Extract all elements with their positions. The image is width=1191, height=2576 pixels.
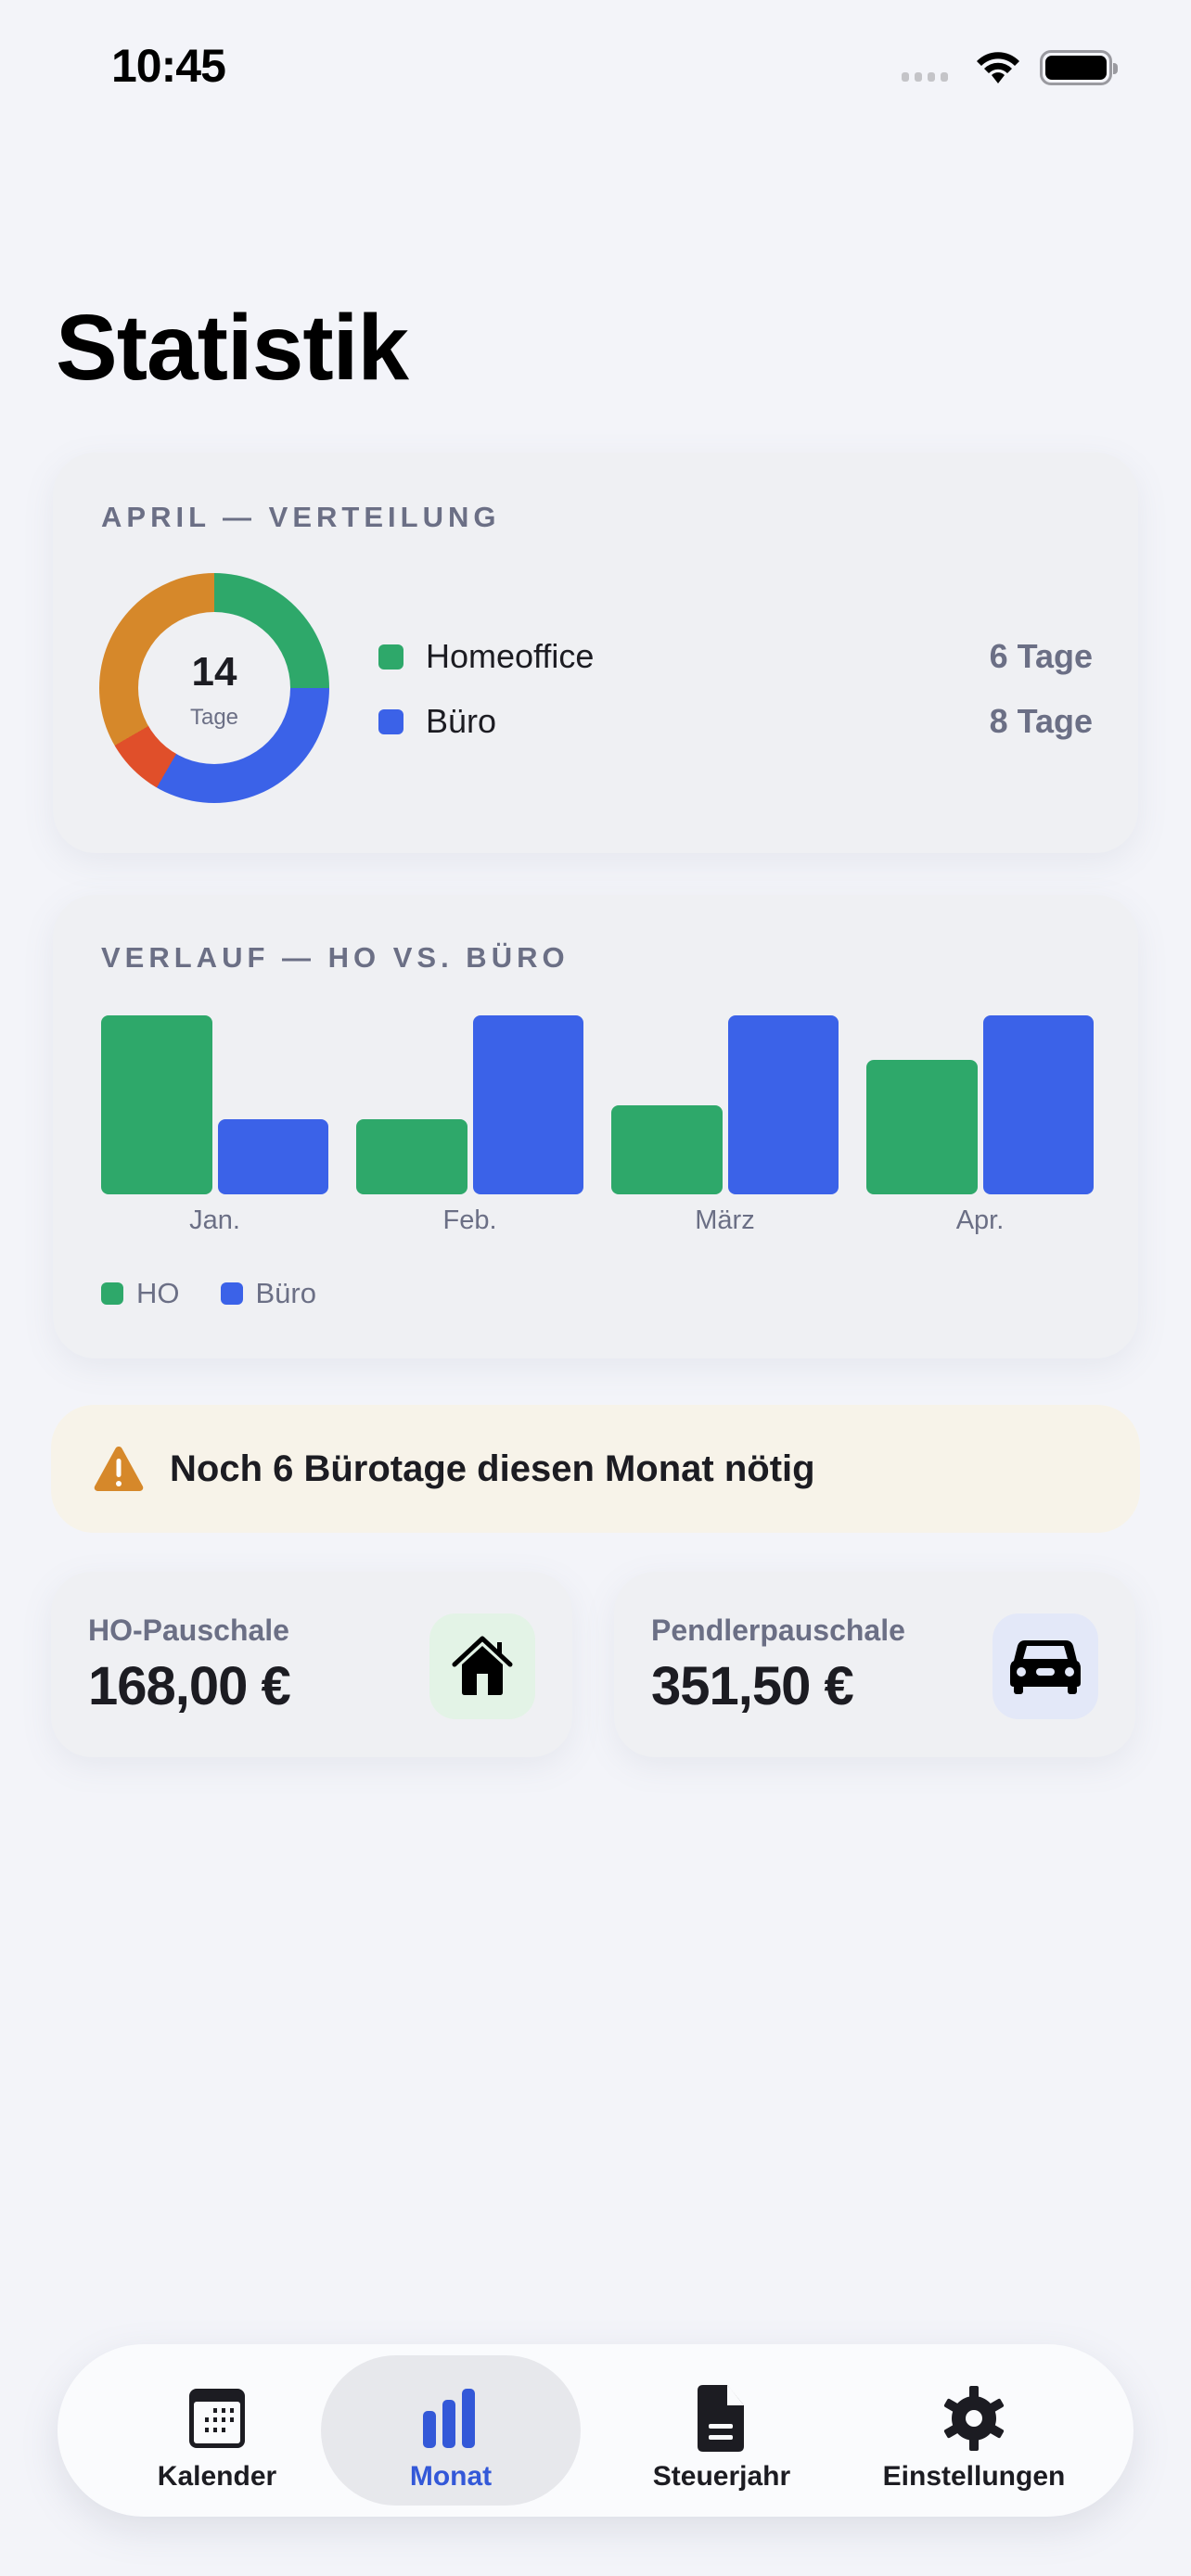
car-icon <box>1010 1640 1081 1694</box>
tab-monat[interactable]: Monat <box>321 2355 581 2506</box>
document-icon <box>698 2385 744 2452</box>
legend-label-buero: Büro <box>255 1277 316 1309</box>
bar-buero <box>472 1015 583 1194</box>
history-card: VERLAUF — HO VS. BÜRO Jan. Feb. März Apr. H… <box>53 895 1138 1358</box>
donut-total: 14 <box>191 649 237 695</box>
status-bar: 10:45 <box>0 0 1191 139</box>
bar-chart-x-labels: Jan. Feb. März Apr. <box>101 1205 1094 1236</box>
legend-swatch-buero <box>220 1282 243 1305</box>
wifi-icon <box>977 52 1019 83</box>
tab-bar: Kalender Monat Steuerjahr <box>58 2344 1133 2517</box>
tab-label: Monat <box>409 2461 493 2492</box>
legend-swatch-ho <box>101 1282 123 1305</box>
cellular-signal-icon <box>902 72 948 82</box>
stat-label: HO-Pauschale <box>88 1613 289 1647</box>
stat-icon-box <box>429 1613 535 1719</box>
warning-text: Noch 6 Bürotage diesen Monat nötig <box>170 1447 815 1489</box>
legend-label-ho: HO <box>136 1277 180 1309</box>
legend-row-homeoffice: Homeoffice 6 Tage <box>378 633 1093 680</box>
status-time: 10:45 <box>111 40 226 92</box>
legend-label: Homeoffice <box>426 637 595 675</box>
warning-banner: Noch 6 Bürotage diesen Monat nötig <box>51 1405 1140 1533</box>
stat-card-ho-pauschale: HO-Pauschale 168,00 € <box>51 1572 572 1757</box>
bar-buero <box>217 1118 328 1194</box>
legend-label: Büro <box>426 702 497 740</box>
stat-value: 168,00 € <box>88 1656 291 1716</box>
bar-chart <box>101 1015 1094 1194</box>
calendar-icon <box>189 2389 245 2448</box>
x-axis-label: Jan. <box>189 1205 240 1235</box>
distribution-card: APRIL — VERTEILUNG 14 Tage Homeoffice 6 … <box>53 453 1138 853</box>
legend-value: 8 Tage <box>989 702 1093 740</box>
stat-value: 351,50 € <box>651 1656 854 1716</box>
legend-swatch-homeoffice <box>378 644 403 670</box>
tab-einstellungen[interactable]: Einstellungen <box>844 2355 1104 2506</box>
bar-buero <box>727 1015 839 1194</box>
stat-card-pendlerpauschale: Pendlerpauschale 351,50 € <box>614 1572 1135 1757</box>
tab-label: Steuerjahr <box>652 2461 791 2492</box>
distribution-title: APRIL — VERTEILUNG <box>101 501 501 533</box>
legend-swatch-buero <box>378 708 403 734</box>
stat-icon-box <box>992 1613 1098 1719</box>
house-icon <box>452 1636 513 1695</box>
bar-chart-legend: HO Büro <box>101 1277 344 1310</box>
tab-steuerjahr[interactable]: Steuerjahr <box>592 2355 852 2506</box>
donut-unit: Tage <box>189 705 239 730</box>
bar-chart-icon <box>423 2389 475 2448</box>
x-axis-label: März <box>695 1205 755 1235</box>
bar-group <box>866 1015 1094 1194</box>
gear-icon <box>943 2386 1005 2451</box>
bar-buero <box>982 1015 1094 1194</box>
tab-label: Einstellungen <box>882 2461 1066 2492</box>
bar-group <box>101 1015 328 1194</box>
warning-icon <box>94 1447 144 1491</box>
page-title: Statistik <box>56 296 409 400</box>
donut-chart: 14 Tage <box>99 573 329 803</box>
bar-ho <box>866 1060 978 1194</box>
legend-value: 6 Tage <box>989 637 1093 675</box>
legend-row-buero: Büro 8 Tage <box>378 698 1093 745</box>
x-axis-label: Feb. <box>442 1205 497 1235</box>
history-title: VERLAUF — HO VS. BÜRO <box>101 941 570 974</box>
tab-kalender[interactable]: Kalender <box>87 2355 347 2506</box>
tab-label: Kalender <box>157 2461 277 2492</box>
donut-center: 14 Tage <box>138 612 290 764</box>
bar-ho <box>101 1015 212 1194</box>
stat-label: Pendlerpauschale <box>651 1613 905 1647</box>
bar-ho <box>611 1104 723 1194</box>
bar-group <box>356 1015 583 1194</box>
battery-icon <box>1040 50 1118 85</box>
bar-group <box>611 1015 839 1194</box>
bar-ho <box>356 1118 467 1194</box>
x-axis-label: Apr. <box>955 1205 1005 1235</box>
